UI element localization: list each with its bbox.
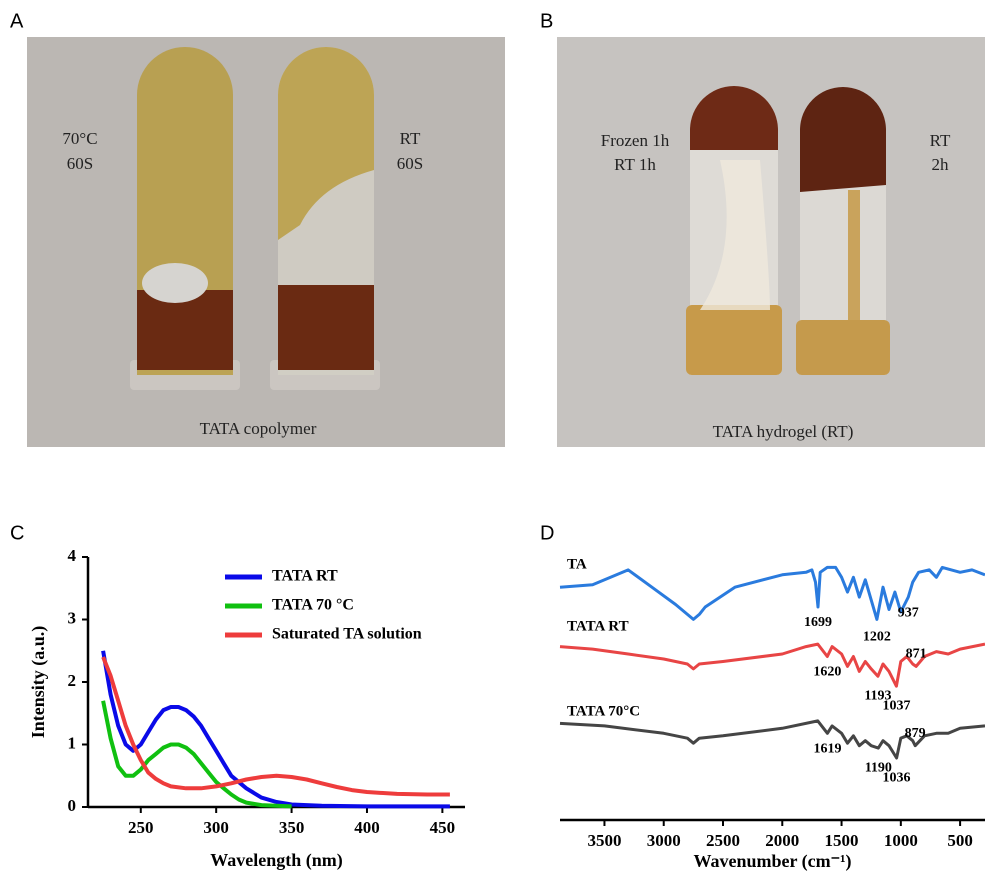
peak-label: 937 [898, 605, 919, 620]
y-tick-label: 0 [68, 796, 77, 815]
x-tick-label: 500 [947, 831, 973, 850]
photo-caption: TATA hydrogel (RT) [713, 422, 854, 441]
peak-label: 1202 [863, 630, 891, 645]
peak-label: 1037 [882, 698, 910, 713]
legend-label: TATA RT [272, 568, 338, 585]
x-tick-label: 400 [354, 818, 380, 837]
line [103, 701, 292, 807]
photo-b: Frozen 1h RT 1h RT 2h TATA hydrogel (RT) [557, 37, 985, 447]
photo-label: RT [930, 131, 951, 150]
x-tick-label: 2500 [706, 831, 740, 850]
photo-label: RT [400, 129, 421, 148]
panel-label: C [10, 522, 24, 544]
y-tick-label: 2 [68, 671, 77, 690]
line [103, 657, 450, 795]
y-tick-label: 4 [68, 546, 77, 565]
panel-label: B [540, 10, 553, 32]
legend-label: TATA 70 °C [272, 597, 354, 614]
photo-label: 70°C [62, 129, 97, 148]
x-tick-label: 1000 [884, 831, 918, 850]
y-tick-label: 1 [68, 733, 77, 752]
panel-label: D [540, 522, 554, 544]
photo-label: 60S [67, 154, 93, 173]
panel-label: A [10, 10, 24, 32]
x-tick-label: 3500 [587, 831, 621, 850]
peak-label: 1620 [813, 665, 841, 680]
legend-label: Saturated TA solution [272, 626, 422, 643]
line [560, 567, 985, 619]
photo-label: RT 1h [614, 155, 656, 174]
photo-a: 70°C 60S RT 60S TATA copolymer [27, 37, 505, 447]
x-tick-label: 2000 [765, 831, 799, 850]
peak-label: 1619 [813, 742, 841, 757]
photo-label: Frozen 1h [601, 131, 670, 150]
y-tick-label: 3 [68, 608, 77, 627]
peak-label: 1036 [883, 770, 911, 785]
peak-label: 1699 [804, 615, 832, 630]
figure: A B C D 70°C 60S RT 60S TATA copolymer F… [0, 0, 985, 872]
series-label: TATA 70°C [567, 703, 640, 719]
x-tick-label: 300 [203, 818, 229, 837]
series-label: TATA RT [567, 618, 629, 634]
peak-label: 871 [906, 647, 927, 662]
x-tick-label: 350 [279, 818, 305, 837]
series-label: TA [567, 556, 587, 572]
line [103, 651, 450, 807]
photo-label: 60S [397, 154, 423, 173]
x-axis-label: Wavelength (nm) [210, 850, 343, 871]
x-tick-label: 250 [128, 818, 154, 837]
x-tick-label: 1500 [825, 831, 859, 850]
y-axis-label: Intensity (a.u.) [28, 626, 49, 739]
photo-label: 2h [932, 155, 950, 174]
x-axis-label: Wavenumber (cm⁻¹) [693, 851, 851, 872]
photo-caption: TATA copolymer [200, 419, 317, 438]
x-tick-label: 450 [430, 818, 456, 837]
x-tick-label: 3000 [647, 831, 681, 850]
peak-label: 879 [905, 726, 926, 741]
